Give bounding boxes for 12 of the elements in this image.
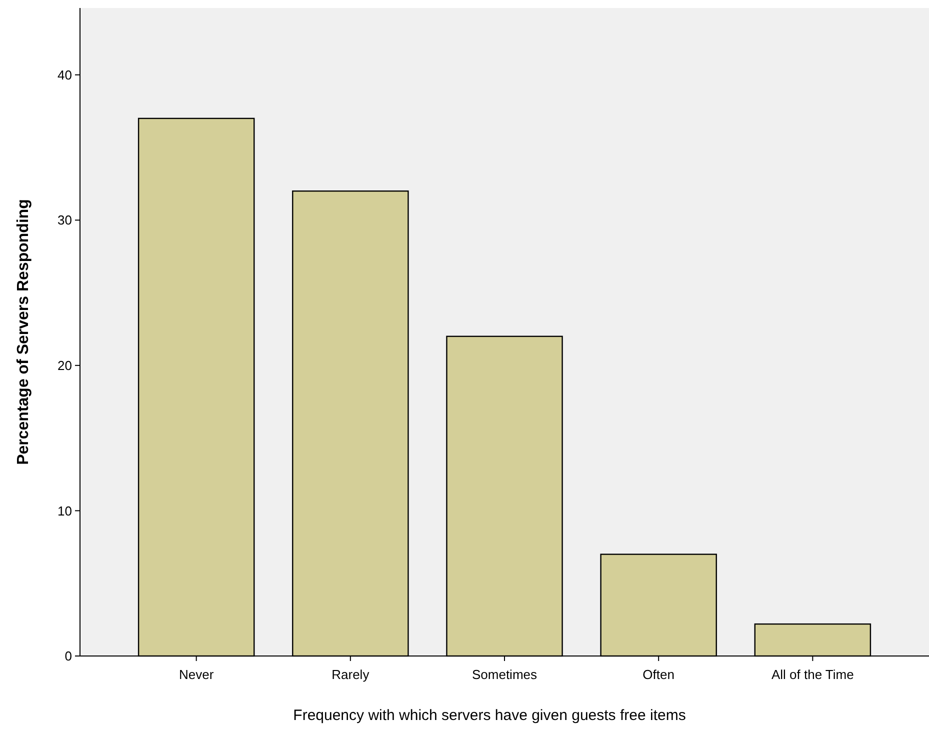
- y-tick-label: 30: [58, 212, 72, 228]
- x-tick-label: Often: [642, 667, 674, 682]
- y-axis-title: Percentage of Servers Responding: [15, 199, 32, 465]
- x-tick-label: Rarely: [332, 667, 370, 682]
- y-tick-label: 40: [58, 67, 72, 82]
- y-tick-label: 20: [58, 358, 72, 373]
- y-tick-label: 0: [64, 648, 72, 664]
- x-tick-label: All of the Time: [771, 667, 854, 682]
- x-axis-title: Frequency with which servers have given guests free items: [293, 707, 686, 724]
- y-tick-label: 10: [58, 503, 72, 518]
- x-tick-label: Never: [178, 667, 214, 682]
- x-tick-label: Sometimes: [472, 667, 538, 682]
